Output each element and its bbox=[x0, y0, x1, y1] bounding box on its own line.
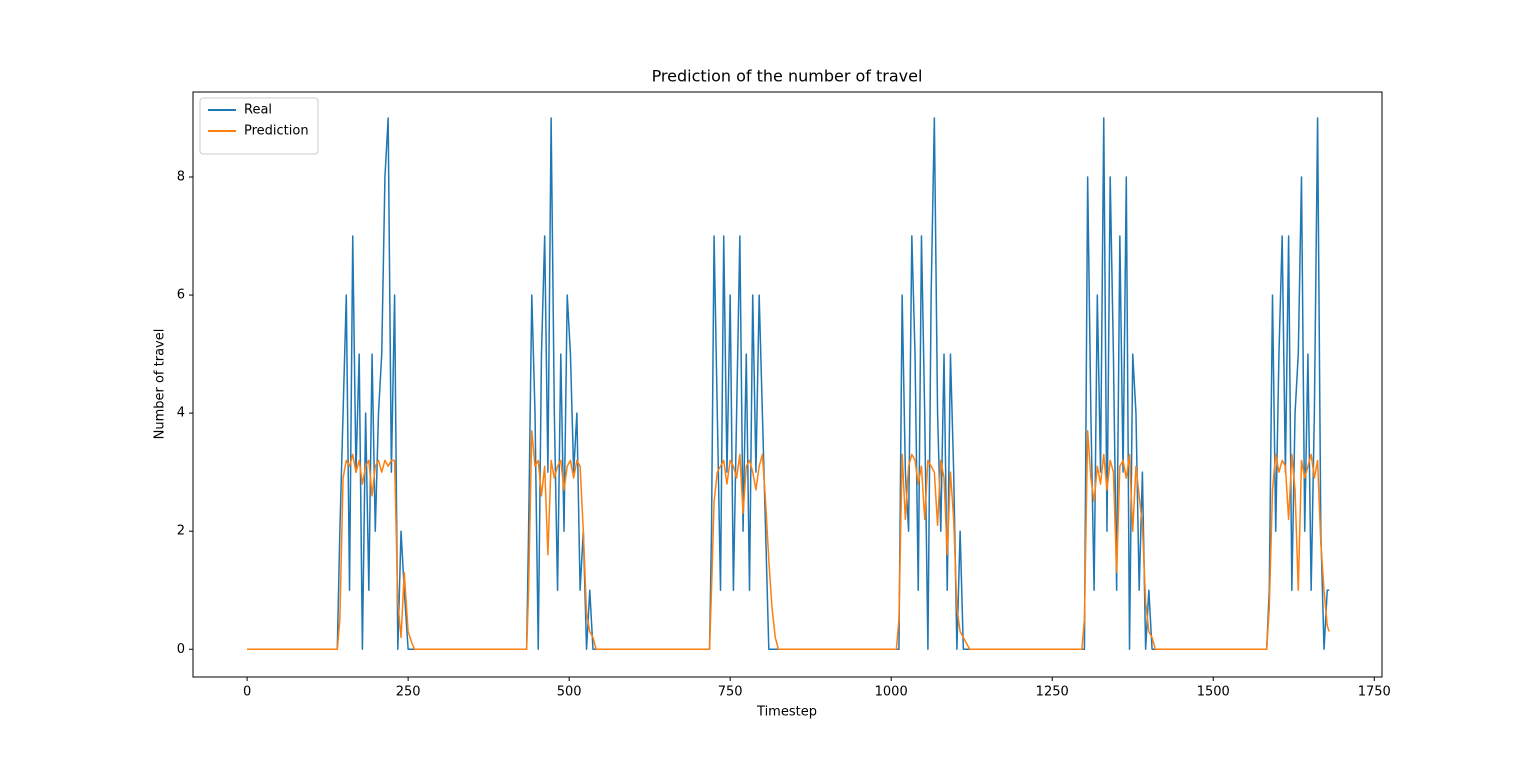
y-tick-label: 2 bbox=[177, 524, 185, 539]
legend-label: Prediction bbox=[244, 124, 309, 139]
x-tick-label: 250 bbox=[396, 685, 421, 700]
chart-title: Prediction of the number of travel bbox=[652, 67, 923, 86]
x-tick-label: 1500 bbox=[1197, 685, 1230, 700]
legend-label: Real bbox=[244, 103, 272, 118]
y-tick-label: 8 bbox=[177, 170, 185, 185]
plot-frame bbox=[192, 91, 1383, 678]
y-axis-label: Number of travel bbox=[153, 329, 168, 440]
y-tick-label: 0 bbox=[177, 642, 185, 657]
x-tick-label: 1750 bbox=[1358, 685, 1391, 700]
series-line bbox=[247, 117, 1330, 651]
y-tick-label: 6 bbox=[177, 288, 185, 303]
x-tick-label: 0 bbox=[243, 685, 251, 700]
x-axis-label: Timestep bbox=[756, 705, 817, 720]
x-tick-label: 1250 bbox=[1036, 685, 1069, 700]
series-line bbox=[247, 430, 1330, 651]
x-tick-label: 500 bbox=[557, 685, 582, 700]
x-tick-label: 1000 bbox=[875, 685, 908, 700]
y-tick-label: 4 bbox=[177, 406, 185, 421]
x-tick-label: 750 bbox=[718, 685, 743, 700]
legend-box bbox=[199, 97, 319, 155]
